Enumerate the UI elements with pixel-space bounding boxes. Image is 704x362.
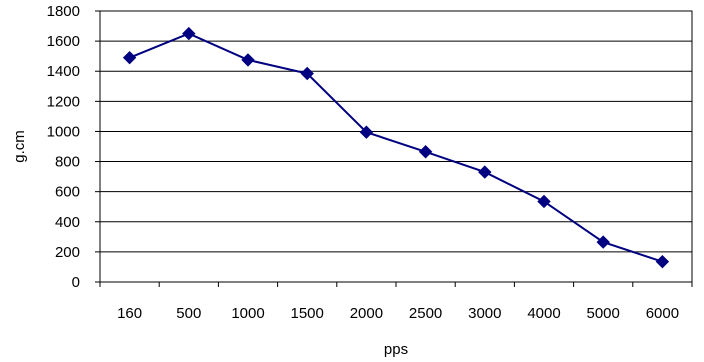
x-tick-label: 2000 (350, 305, 383, 322)
x-axis-title: pps (384, 341, 408, 358)
y-tick-label: 600 (55, 184, 80, 201)
data-point-marker (478, 165, 492, 179)
x-tick-label: 5000 (587, 305, 620, 322)
y-tick-label: 1000 (47, 123, 80, 140)
y-tick-label: 1400 (47, 63, 80, 80)
data-point-marker (300, 66, 314, 81)
y-axis-ticks: 0 200 400 600 800 1000 1200 1400 1600 1800 (47, 3, 100, 291)
data-point-marker (596, 235, 610, 249)
x-tick-label: 3000 (468, 305, 501, 322)
y-tick-label: 1200 (47, 93, 80, 110)
x-tick-label: 500 (176, 305, 201, 322)
x-tick-label: 1500 (291, 305, 324, 322)
y-axis-title: g.cm (11, 130, 28, 163)
x-tick-label: 2500 (409, 305, 442, 322)
y-tick-label: 200 (55, 244, 80, 261)
x-tick-label: 6000 (646, 305, 679, 322)
data-point-marker (537, 194, 551, 209)
data-point-marker (122, 50, 137, 65)
y-tick-label: 1800 (47, 3, 80, 20)
y-tick-label: 0 (72, 274, 80, 291)
data-point-marker (241, 53, 255, 67)
x-tick-label: 1000 (231, 305, 264, 322)
y-tick-label: 400 (55, 214, 80, 231)
y-tick-label: 800 (55, 154, 80, 171)
y-tick-label: 1600 (47, 33, 80, 50)
series-line (129, 32, 663, 263)
x-tick-label: 4000 (527, 305, 560, 322)
series-group (122, 26, 670, 269)
data-point-marker (182, 26, 196, 41)
x-tick-label: 160 (117, 305, 142, 322)
data-point-marker (418, 145, 433, 159)
data-point-marker (359, 125, 374, 139)
x-axis-ticks: 160 500 1000 1500 2000 2500 3000 4000 5000 6000 (99, 282, 693, 322)
data-point-marker (655, 254, 670, 269)
